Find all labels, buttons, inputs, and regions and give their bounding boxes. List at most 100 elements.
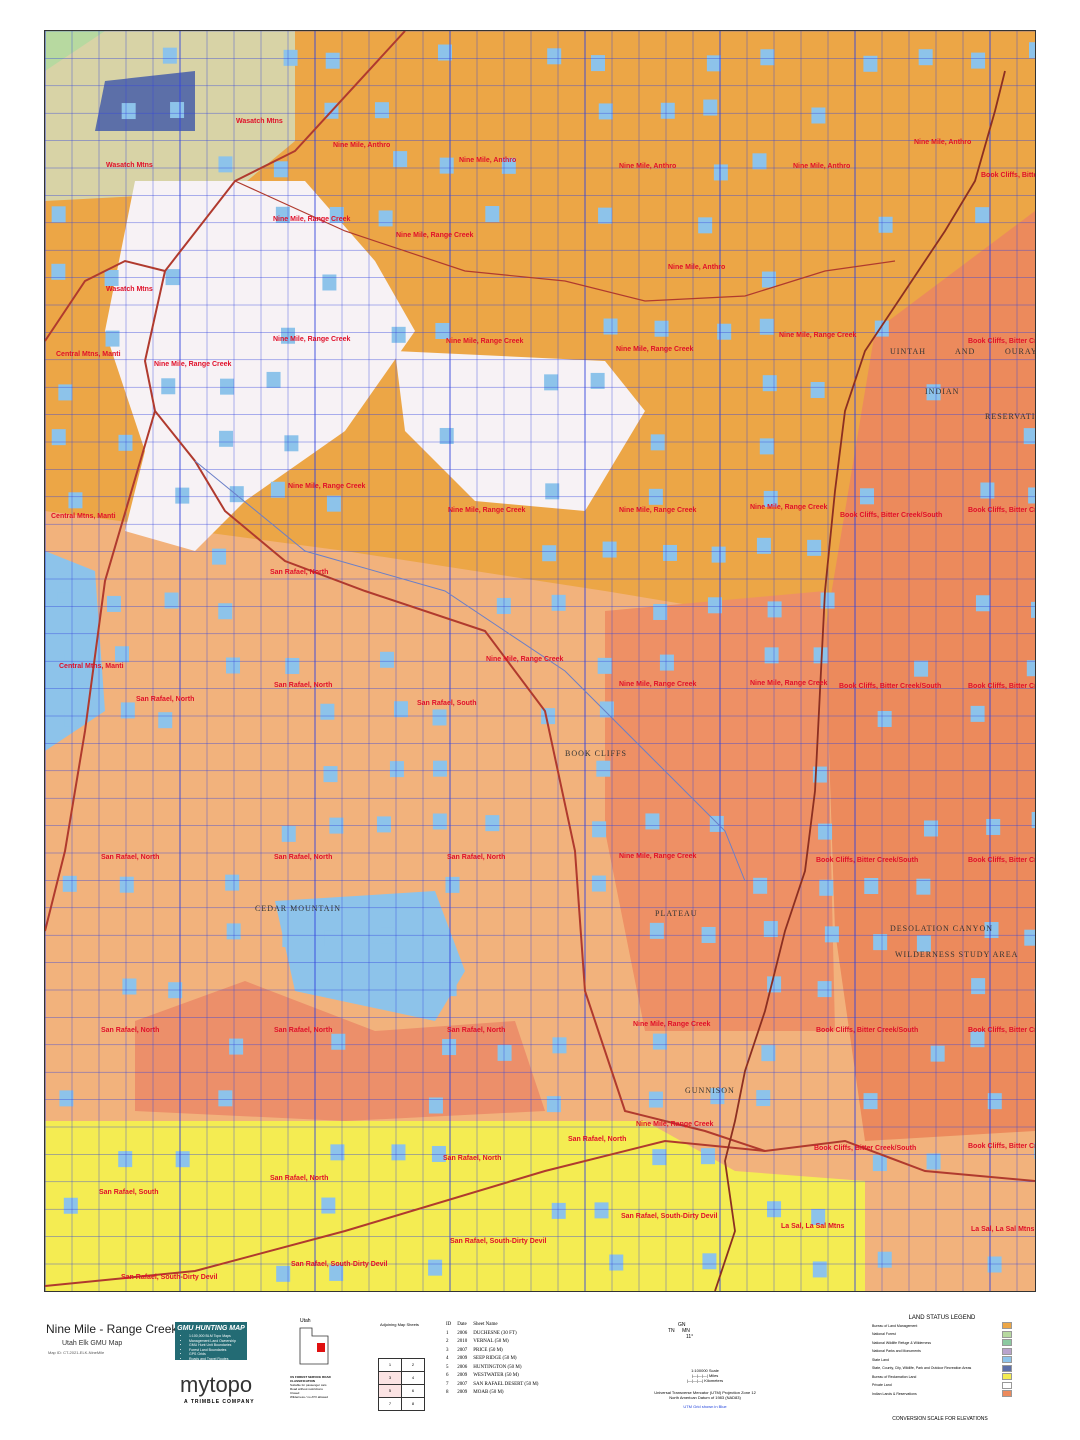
state-section: [987, 1256, 1002, 1273]
adjoining-title: Adjoining Map Sheets: [380, 1322, 419, 1327]
quad-cell: MOAB (50 M): [473, 1390, 504, 1395]
gmu-label: Book Cliffs, Bitter Creek/South: [968, 857, 1036, 864]
state-section: [609, 1254, 624, 1271]
gmu-label: Book Cliffs, Bitter Creek/South: [968, 683, 1036, 690]
state-section: [485, 206, 500, 223]
state-section: [161, 378, 176, 395]
state-section: [325, 52, 340, 69]
state-section: [817, 981, 832, 998]
state-section: [168, 982, 183, 999]
gmu-label: Nine Mile, Range Creek: [619, 507, 697, 514]
quad-cell: HUNTINGTON (50 M): [473, 1364, 522, 1370]
gmu-label: San Rafael, North: [568, 1136, 626, 1143]
gmu-label: Nine Mile, Range Creek: [619, 681, 697, 688]
state-section: [970, 705, 985, 722]
state-section: [860, 488, 875, 505]
scale-text: 1:100000 Scale: [691, 1368, 719, 1373]
state-section: [283, 49, 298, 66]
legend-swatch: [1002, 1356, 1012, 1363]
legend-item: Bureau of Land Management: [872, 1322, 1012, 1329]
state-section: [761, 1045, 776, 1062]
state-section: [877, 1251, 892, 1268]
gmu-label: Nine Mile, Range Creek: [633, 1021, 711, 1028]
gmu-label: Nine Mile, Anthro: [793, 163, 850, 170]
place-label: OURAY: [1005, 347, 1036, 356]
legend-swatch: [1002, 1330, 1012, 1338]
state-section: [63, 1197, 78, 1214]
place-label: CEDAR MOUNTAIN: [255, 904, 341, 913]
state-section: [752, 153, 767, 170]
road-legend: US FOREST SERVICE ROAD CLASSIFICATION Su…: [290, 1375, 350, 1399]
state-section: [50, 653, 65, 670]
state-section: [662, 544, 677, 561]
state-section: [759, 318, 774, 335]
state-section: [324, 930, 339, 947]
map-subtitle: Utah Elk GMU Map: [62, 1340, 123, 1347]
legend-label: Indian Lands & Reservations: [872, 1391, 917, 1396]
gmu-label: San Rafael, South: [417, 700, 477, 707]
state-section: [594, 1202, 609, 1219]
price-river: [194, 460, 746, 882]
promo-bullet: Forest Land Boundaries: [189, 1348, 247, 1353]
legend-swatch: [1002, 1390, 1012, 1397]
state-section: [1034, 986, 1035, 1003]
legend-swatch: [1002, 1373, 1012, 1380]
datum-line: North American Datum of 1983 (NAD83): [669, 1395, 741, 1400]
state-section: [165, 269, 180, 286]
promo-bullet: 1:100,000 BLM Topo Maps: [189, 1334, 247, 1339]
index-cell: 2: [401, 1358, 425, 1372]
quad-cell: 2: [446, 1339, 449, 1344]
gmu-label: Nine Mile, Range Creek: [619, 853, 697, 860]
gmu-label: San Rafael, North: [447, 854, 505, 861]
state-section: [218, 156, 233, 173]
gmu-label: Nine Mile, Anthro: [619, 163, 676, 170]
state-section: [599, 701, 614, 718]
state-section: [703, 99, 718, 116]
state-section: [445, 876, 460, 893]
quad-cell: 2007: [457, 1347, 468, 1353]
state-section: [391, 326, 406, 343]
state-section: [592, 821, 607, 838]
state-section: [1023, 428, 1035, 445]
gmu-map[interactable]: Wasatch Mtns Wasatch Mtns Wasatch Mtns Nine…: [44, 30, 1036, 1292]
state-section: [431, 1145, 446, 1162]
highway-6: [143, 31, 1035, 1182]
state-section: [914, 660, 929, 677]
state-section: [761, 271, 776, 288]
state-section: [818, 823, 833, 840]
state-section: [226, 923, 241, 940]
state-section: [380, 927, 395, 944]
gmu-label: Wasatch Mtns: [106, 286, 153, 293]
index-cell: 5: [378, 1384, 402, 1398]
quad-cell: 2006: [457, 1364, 468, 1370]
state-section: [276, 1265, 291, 1282]
promo-bullet: GPS Grids: [189, 1352, 247, 1357]
gmu-label: Central Mtns, Manti: [59, 663, 124, 670]
state-section: [121, 103, 136, 120]
state-section: [57, 592, 72, 609]
map-id: Map ID: CT-2021-ELK-NineMile: [48, 1350, 105, 1355]
gmu-label: Book Cliffs, Bitter Creek: [981, 172, 1036, 179]
state-section: [970, 1031, 985, 1048]
state-section: [428, 1259, 443, 1276]
gmu-label: Nine Mile, Range Creek: [154, 361, 232, 368]
state-section: [285, 657, 300, 674]
state-section: [229, 1038, 244, 1055]
state-section: [926, 384, 941, 401]
quad-row: 2 2010 VERNAL (50 M): [446, 1339, 542, 1346]
state-section: [762, 375, 777, 392]
state-section: [281, 825, 296, 842]
state-section: [58, 384, 73, 401]
state-section: [275, 206, 290, 223]
state-section: [175, 1151, 190, 1168]
gmu-label: Book Cliffs, Bitter Creek/South: [816, 857, 918, 864]
utah-inset-map: [299, 1327, 329, 1365]
legend-item: Bureau of Reclamation Land: [872, 1373, 1012, 1380]
quad-cell: 2010: [457, 1339, 468, 1344]
state-section: [106, 595, 121, 612]
quad-row: 4 2009 SEEP RIDGE (50 M): [446, 1356, 542, 1363]
quad-row: 5 2006 HUNTINGTON (50 M): [446, 1365, 542, 1372]
index-cell: 8: [401, 1397, 425, 1411]
state-section: [218, 1090, 233, 1107]
state-section: [51, 429, 66, 446]
